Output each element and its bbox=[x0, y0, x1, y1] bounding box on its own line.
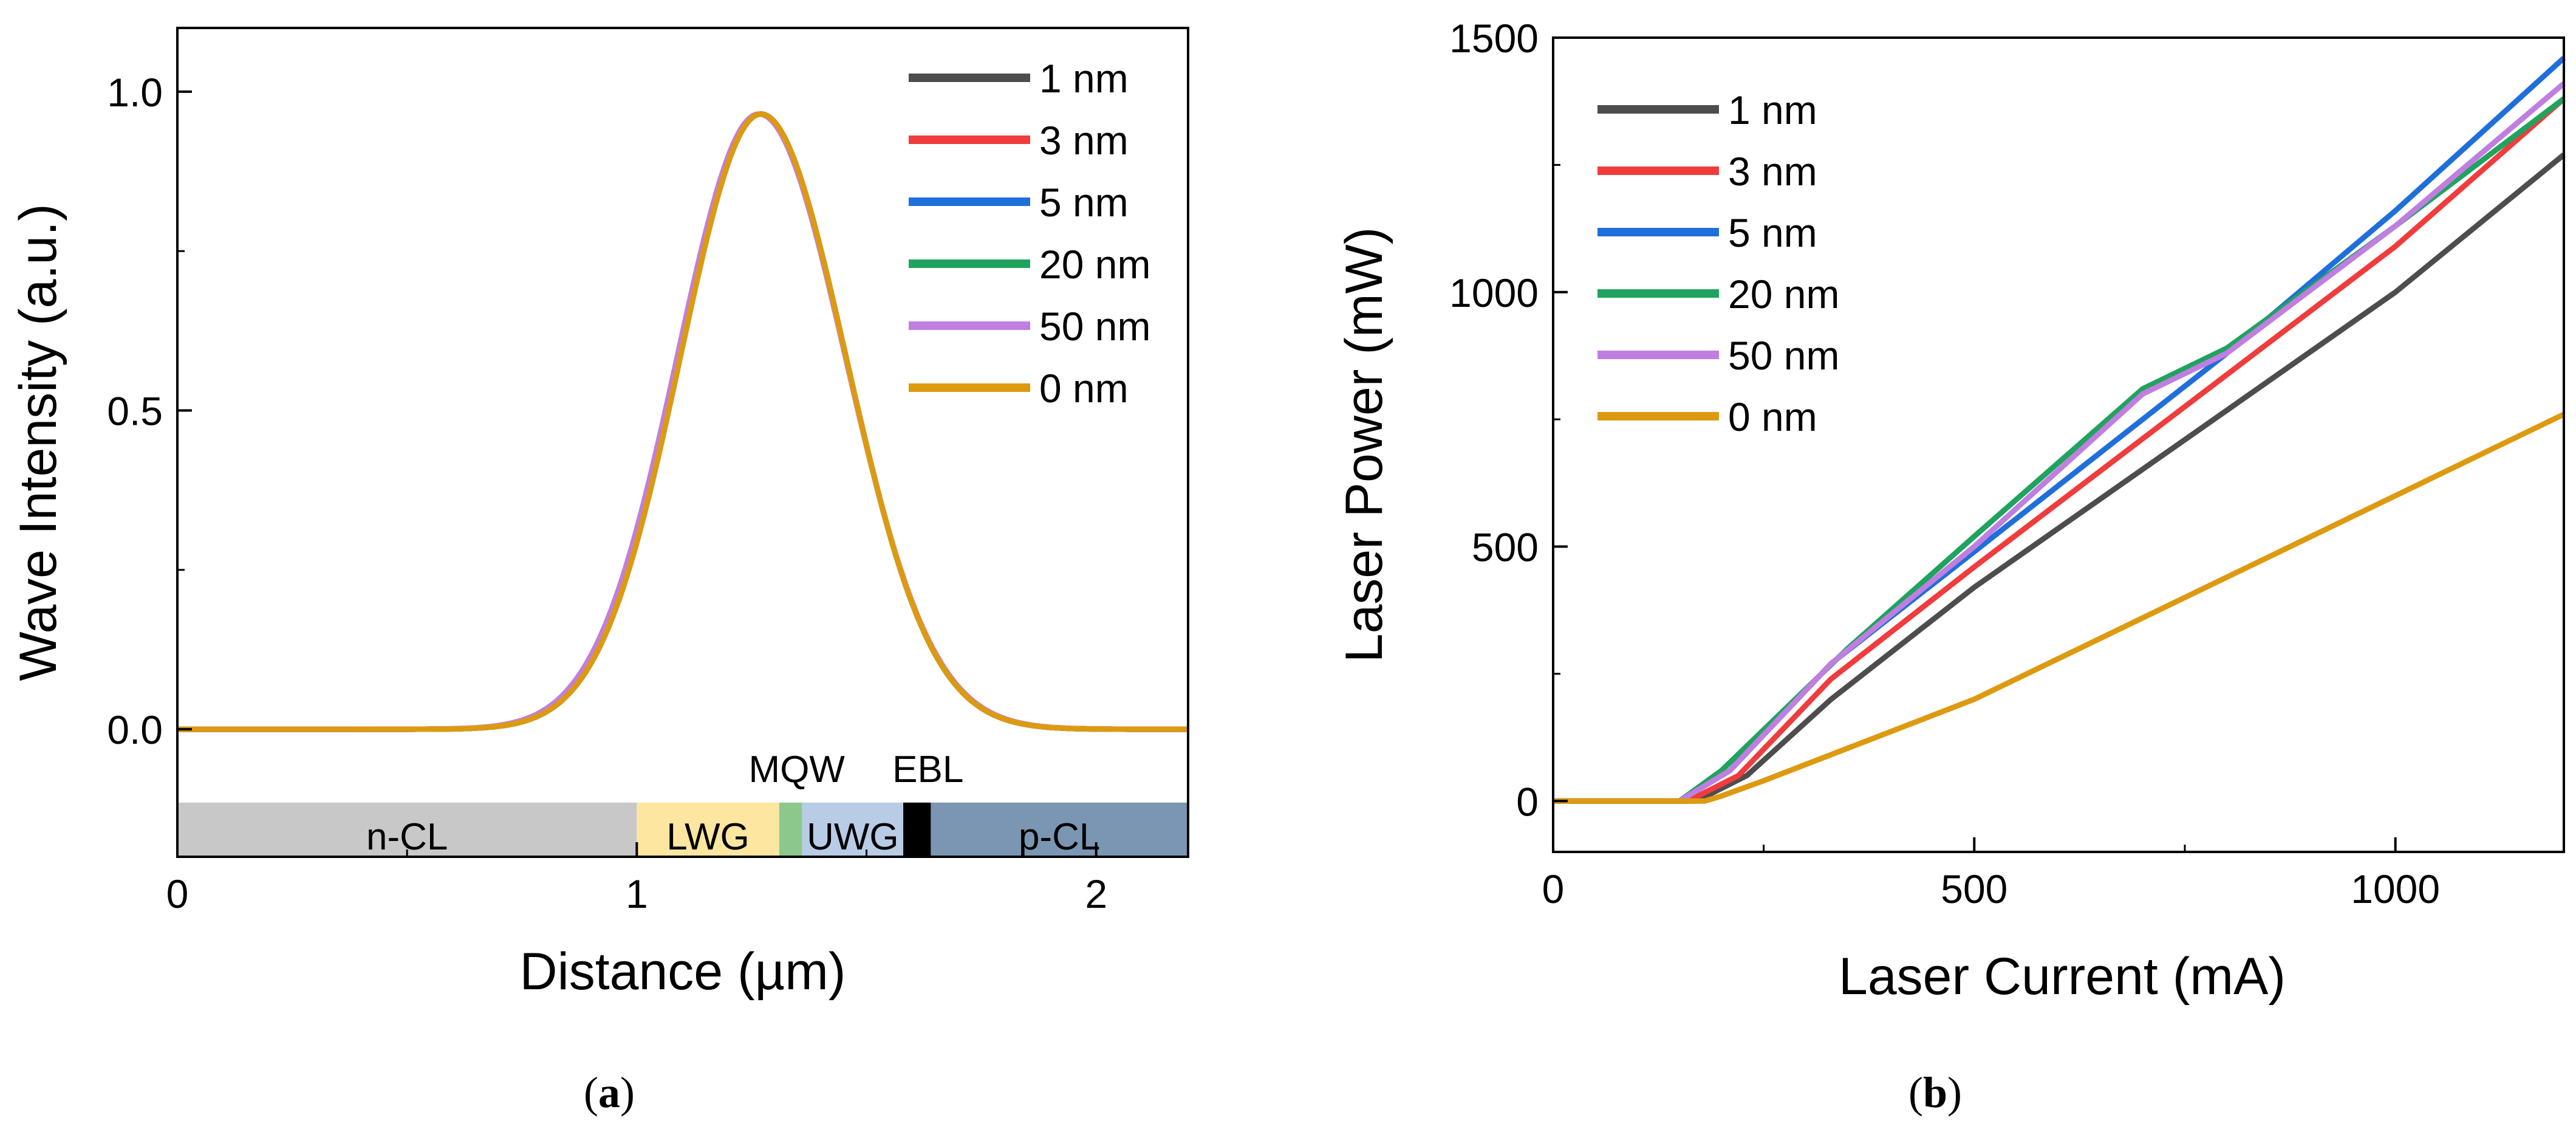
layer-band bbox=[177, 802, 637, 857]
y-axis-title: Wave Intensity (a.u.) bbox=[9, 204, 67, 681]
series-line bbox=[177, 111, 1189, 732]
series-line bbox=[177, 111, 1189, 732]
panel-caption: (b) bbox=[1908, 1068, 1962, 1117]
y-tick-label: 1500 bbox=[1449, 16, 1539, 61]
y-tick-label: 500 bbox=[1472, 525, 1539, 570]
x-tick-label: 2 bbox=[1085, 871, 1107, 916]
legend-label: 20 nm bbox=[1039, 242, 1150, 287]
legend: 1 nm 3 nm 5 nm 20 nm 50 nm 0 nm bbox=[1597, 88, 1839, 439]
series-line bbox=[1553, 411, 2565, 804]
y-tick-label: 1.0 bbox=[107, 70, 163, 115]
series-line bbox=[177, 111, 1189, 732]
legend-label: 0 nm bbox=[1728, 394, 1817, 439]
series-line bbox=[1553, 153, 2566, 804]
legend-label: 3 nm bbox=[1728, 149, 1817, 194]
layer-label: EBL bbox=[892, 749, 963, 791]
legend-label: 50 nm bbox=[1728, 333, 1839, 378]
layer-band bbox=[903, 802, 931, 857]
tick-group: 0 500 1000 0 500 1000 1500 bbox=[1449, 16, 2440, 911]
x-tick-label: 500 bbox=[1941, 866, 2007, 911]
caption-letter: a bbox=[598, 1068, 620, 1117]
caption-open-paren: ( bbox=[584, 1068, 598, 1117]
y-tick-label: 0.0 bbox=[107, 707, 163, 752]
series-line bbox=[1553, 97, 2566, 804]
legend-label: 1 nm bbox=[1039, 56, 1129, 101]
panel-b-chart: 0 500 1000 0 500 1000 1500 1 nm 3 nm 5 nm 20 nm 50… bbox=[1335, 16, 2566, 1117]
legend-label: 1 nm bbox=[1728, 88, 1817, 132]
x-axis-title: Laser Current (mA) bbox=[1839, 947, 2286, 1006]
x-tick-label: 1 bbox=[626, 871, 648, 916]
panel-caption: (a) bbox=[584, 1068, 635, 1117]
layer-band bbox=[779, 802, 802, 857]
x-axis-title: Distance (µm) bbox=[520, 942, 846, 1001]
series-line bbox=[177, 111, 1189, 732]
y-axis-title: Laser Power (mW) bbox=[1335, 227, 1393, 663]
tick-group: 0 1 2 0.0 0.5 1.0 bbox=[107, 70, 1107, 916]
series-line bbox=[1553, 96, 2566, 804]
plot-frame bbox=[1552, 36, 2565, 853]
plot-frame bbox=[176, 27, 1189, 858]
legend-label: 0 nm bbox=[1039, 366, 1129, 411]
layer-label: LWG bbox=[666, 816, 750, 858]
legend-label: 5 nm bbox=[1728, 210, 1817, 255]
caption-letter: b bbox=[1923, 1068, 1947, 1117]
layer-label: UWG bbox=[807, 816, 899, 858]
curve-group bbox=[1553, 56, 2566, 804]
caption-close-paren: ) bbox=[1947, 1068, 1962, 1117]
curve-group bbox=[177, 111, 1189, 732]
legend-label: 50 nm bbox=[1039, 304, 1150, 349]
x-tick-label: 0 bbox=[166, 871, 189, 916]
y-tick-label: 0.5 bbox=[107, 389, 163, 434]
y-tick-label: 1000 bbox=[1449, 270, 1539, 315]
layer-label: MQW bbox=[749, 749, 846, 791]
x-tick-label: 0 bbox=[1542, 866, 1565, 911]
layer-band bbox=[931, 802, 1188, 857]
legend: 1 nm 3 nm 5 nm 20 nm 50 nm 0 nm bbox=[909, 56, 1150, 411]
layer-band bbox=[637, 802, 779, 857]
series-line bbox=[177, 111, 1189, 732]
series-line bbox=[177, 111, 1189, 732]
caption-close-paren: ) bbox=[620, 1068, 635, 1117]
series-line bbox=[1553, 81, 2566, 804]
layer-label: p-CL bbox=[1019, 816, 1100, 858]
x-tick-label: 1000 bbox=[2351, 866, 2440, 911]
legend-label: 3 nm bbox=[1039, 118, 1129, 163]
layer-band bbox=[802, 802, 904, 857]
legend-label: 5 nm bbox=[1039, 180, 1129, 225]
y-tick-label: 0 bbox=[1516, 779, 1539, 824]
caption-open-paren: ( bbox=[1908, 1068, 1923, 1117]
legend-label: 20 nm bbox=[1728, 272, 1839, 317]
